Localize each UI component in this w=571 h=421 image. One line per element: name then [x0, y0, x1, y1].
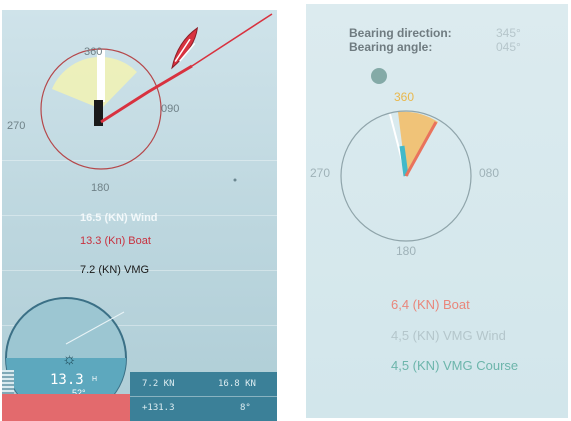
compass-ring — [40, 48, 162, 170]
boat-speed-label: 13.3 (Kn) Boat — [80, 235, 151, 247]
bearing-direction-value: 345° — [496, 26, 521, 40]
position-dot — [233, 178, 237, 182]
bearing-label-south: 180 — [396, 244, 417, 258]
grid-line — [2, 215, 277, 216]
bearing-compass-ring — [340, 110, 472, 242]
left-sailing-panel: 360 090 180 270 16.5 (KN) Wind 13.3 (Kn)… — [2, 10, 277, 421]
north-marker — [97, 50, 105, 102]
alert-bar — [2, 394, 130, 421]
wind-sector-right — [101, 57, 137, 109]
gauge-sub-readout: 52° — [72, 388, 86, 398]
bearing-direction-label: Bearing direction: — [349, 26, 452, 40]
sailboat-icon — [171, 26, 199, 70]
compass-label-south: 180 — [91, 182, 110, 194]
wind-sector — [52, 56, 101, 109]
grid-line — [2, 270, 277, 271]
course-line-thin — [191, 13, 273, 67]
grid-line — [2, 325, 277, 326]
bearing-angle-label: Bearing angle: — [349, 40, 433, 54]
bearing-sector — [398, 111, 438, 176]
bearing-compass-graphic — [340, 68, 472, 242]
boat-needle — [404, 121, 438, 177]
gauge-speed-readout: 13.3 — [50, 372, 84, 388]
instrument-wind: 16.8 KN — [218, 379, 256, 389]
gauge-unit: H — [92, 376, 98, 383]
bearing-vmg-wind: 4,5 (KN) VMG Wind — [391, 328, 506, 343]
vmg-needle — [399, 145, 409, 177]
sun-icon: ☼ — [62, 351, 77, 368]
compass-label-east: 090 — [161, 103, 180, 115]
wind-compass-graphic — [40, 13, 273, 182]
instrument-offset: +131.3 — [142, 403, 175, 413]
bearing-vmg-course: 4,5 (KN) VMG Course — [391, 358, 519, 373]
bearing-label-east: 080 — [479, 166, 500, 180]
bearing-marker-dot — [371, 68, 387, 84]
right-bearing-panel: Bearing direction: 345° Bearing angle: 0… — [306, 4, 568, 418]
instrument-divider — [130, 396, 277, 397]
heading-block — [94, 100, 103, 126]
instrument-angle: 8° — [240, 403, 251, 413]
instrument-bar: 7.2 KN 16.8 KN +131.3 8° — [130, 372, 277, 421]
vmg-speed-label: 7.2 (KN) VMG — [80, 264, 150, 276]
bearing-angle-value: 045° — [496, 40, 521, 54]
bearing-label-north: 360 — [394, 90, 415, 104]
grid-line — [2, 160, 277, 161]
compass-label-north: 360 — [84, 46, 103, 58]
wind-speed-label: 16.5 (KN) Wind — [80, 212, 158, 224]
bearing-boat-speed: 6,4 (KN) Boat — [391, 297, 470, 312]
scale-strip — [2, 370, 14, 398]
bearing-label-west: 270 — [310, 166, 331, 180]
instrument-vmg: 7.2 KN — [142, 379, 175, 389]
compass-label-west: 270 — [7, 120, 26, 132]
course-line — [100, 64, 193, 124]
